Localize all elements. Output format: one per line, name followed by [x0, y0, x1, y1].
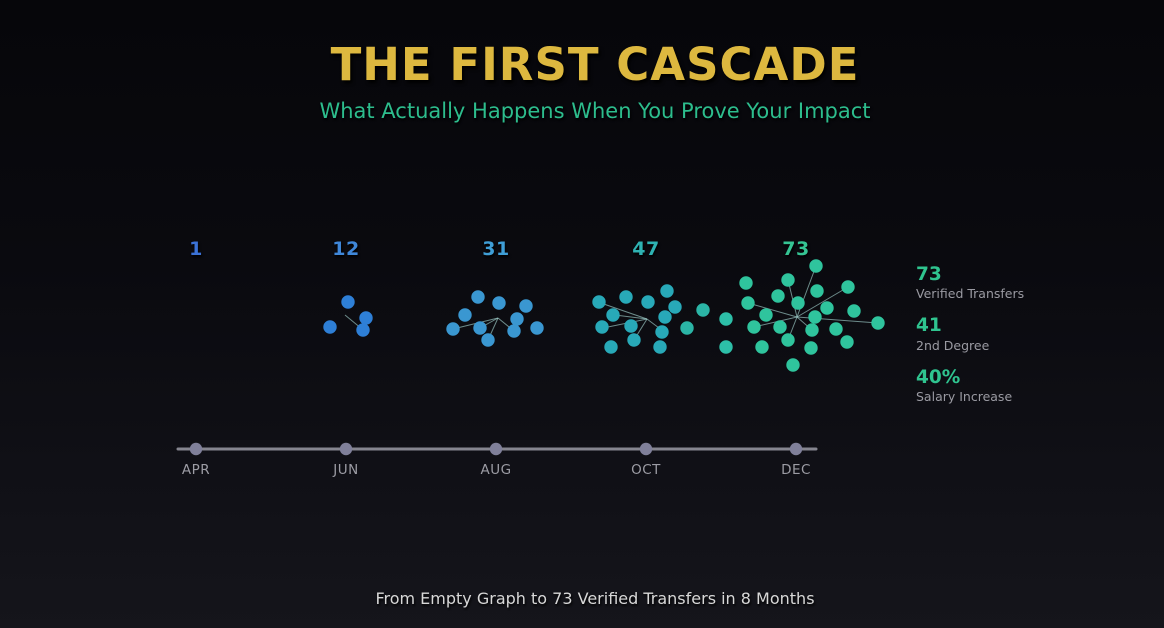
network-node [604, 340, 618, 354]
network-node [619, 290, 633, 304]
cluster-count-jun: 12 [332, 238, 360, 260]
network-node [492, 296, 506, 310]
cluster-count-dec: 73 [782, 238, 810, 260]
network-node [655, 325, 669, 339]
page-title: THE FIRST CASCADE [330, 38, 860, 91]
network-node [660, 284, 674, 298]
network-node [805, 323, 819, 337]
network-node [595, 320, 609, 334]
network-node [481, 333, 495, 347]
stat-2nd-degree: 41 2nd Degree [916, 316, 1024, 354]
month-label-aug: AUG [480, 462, 512, 478]
network-node [781, 333, 795, 347]
network-node [781, 273, 795, 287]
stat-label: 2nd Degree [916, 337, 990, 353]
network-node [680, 321, 694, 335]
network-node [530, 321, 544, 335]
timeline-point [639, 442, 653, 456]
network-node [696, 303, 710, 317]
timeline-point [789, 442, 803, 456]
stat-salary-increase: 40% Salary Increase [916, 366, 1024, 406]
network-node [471, 290, 485, 304]
network-node [771, 289, 785, 303]
network-node [809, 259, 823, 273]
cluster-count-oct: 47 [632, 238, 660, 260]
stat-label: Verified Transfers [916, 286, 1025, 302]
network-node [773, 320, 787, 334]
network-node [840, 335, 854, 349]
network-edge [614, 314, 648, 320]
stat-value: 40% [916, 366, 961, 388]
network-node [341, 295, 355, 309]
network-node [741, 296, 755, 310]
network-edge [753, 316, 798, 328]
month-label-dec: DEC [781, 462, 811, 478]
network-node [359, 311, 373, 325]
network-node [820, 301, 834, 315]
network-node [473, 321, 487, 335]
network-edge [796, 286, 849, 318]
network-node [847, 304, 861, 318]
stat-label: Salary Increase [916, 389, 1013, 405]
network-node [519, 299, 533, 313]
timeline-point [339, 442, 353, 456]
network-node [653, 340, 667, 354]
network-node [829, 322, 843, 336]
network-node [755, 340, 769, 354]
month-label-apr: APR [181, 462, 211, 478]
network-node [808, 310, 822, 324]
network-node [592, 295, 606, 309]
stats-panel: 73 Verified Transfers 41 2nd Degree 40% … [916, 264, 1025, 406]
month-label-jun: JUN [333, 462, 359, 478]
network-node [356, 323, 370, 337]
page-subtitle: What Actually Happens When You Prove You… [319, 99, 871, 123]
network-node [446, 322, 460, 336]
network-node [510, 312, 524, 326]
network-node [458, 308, 472, 322]
network-node [668, 300, 682, 314]
network-node [804, 341, 818, 355]
network-node [624, 319, 638, 333]
stat-verified-transfers: 73 Verified Transfers [916, 264, 1025, 303]
network-node [658, 310, 672, 324]
network-node [786, 358, 800, 372]
stat-value: 73 [916, 264, 942, 285]
network-node [759, 308, 773, 322]
network-edge [747, 302, 798, 318]
footer-caption: From Empty Graph to 73 Verified Transfer… [375, 589, 815, 608]
network-node [747, 320, 761, 334]
network-edge [597, 301, 648, 320]
network-node [627, 333, 641, 347]
network-node [810, 284, 824, 298]
network-node [606, 308, 620, 322]
network-node [739, 276, 753, 290]
network-node [719, 340, 733, 354]
network-node [791, 296, 805, 310]
stat-value: 41 [916, 315, 942, 337]
network-node [841, 280, 855, 294]
network-node [641, 295, 655, 309]
network-node [323, 320, 337, 334]
cluster-count-apr: 1 [189, 238, 203, 260]
network-node [719, 312, 733, 326]
network-node [507, 324, 521, 338]
timeline-point [189, 442, 203, 456]
cluster-count-aug: 31 [482, 238, 510, 260]
network-node [871, 316, 885, 330]
month-label-oct: OCT [631, 462, 661, 478]
timeline-point [489, 442, 503, 456]
